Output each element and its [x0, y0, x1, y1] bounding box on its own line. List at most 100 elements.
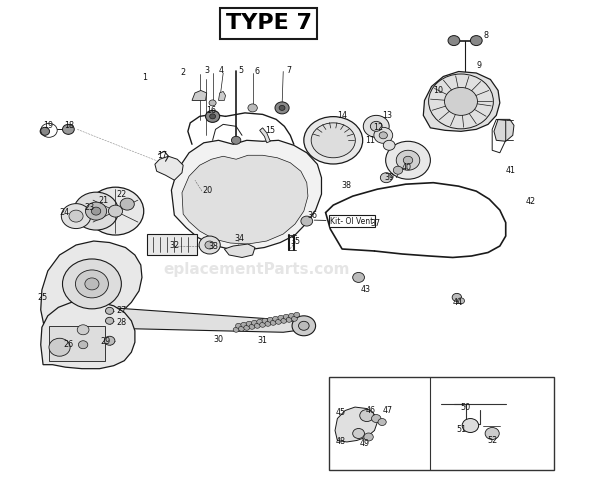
Text: 40: 40	[402, 163, 412, 172]
Text: 21: 21	[99, 196, 109, 204]
Text: 18: 18	[64, 121, 74, 130]
Circle shape	[231, 136, 241, 144]
Circle shape	[120, 198, 135, 210]
Circle shape	[485, 428, 499, 440]
Text: 3: 3	[204, 66, 209, 75]
Circle shape	[104, 336, 115, 345]
Polygon shape	[171, 140, 322, 250]
Ellipse shape	[304, 116, 363, 164]
Text: 42: 42	[526, 196, 536, 205]
Text: 10: 10	[433, 86, 443, 95]
Circle shape	[462, 418, 478, 432]
Circle shape	[238, 326, 244, 332]
Circle shape	[209, 100, 216, 106]
Circle shape	[254, 324, 260, 328]
Circle shape	[279, 106, 285, 110]
Circle shape	[199, 236, 220, 254]
Circle shape	[270, 320, 276, 326]
Polygon shape	[335, 407, 378, 442]
Text: 50: 50	[461, 402, 471, 411]
Circle shape	[77, 325, 89, 335]
Circle shape	[209, 114, 215, 119]
Text: 34: 34	[234, 234, 244, 243]
Circle shape	[251, 320, 257, 326]
Circle shape	[249, 324, 255, 330]
Polygon shape	[192, 90, 206, 101]
Text: 30: 30	[214, 336, 224, 344]
Circle shape	[286, 318, 292, 322]
Circle shape	[276, 320, 281, 324]
Polygon shape	[260, 128, 270, 143]
Circle shape	[384, 140, 395, 150]
Text: 31: 31	[258, 336, 268, 345]
Bar	[329, 377, 554, 470]
Circle shape	[260, 322, 266, 328]
Text: 13: 13	[382, 111, 392, 120]
Text: 39: 39	[384, 173, 394, 182]
Polygon shape	[155, 156, 183, 180]
Text: 4: 4	[219, 66, 224, 75]
Text: 44: 44	[453, 298, 463, 307]
Text: TYPE 7: TYPE 7	[225, 13, 312, 33]
Circle shape	[294, 312, 300, 318]
Circle shape	[371, 122, 382, 132]
Text: 47: 47	[383, 406, 393, 415]
Circle shape	[49, 338, 70, 356]
Circle shape	[69, 210, 83, 222]
Circle shape	[257, 320, 263, 324]
Circle shape	[289, 314, 294, 318]
Circle shape	[448, 36, 460, 46]
Circle shape	[452, 294, 461, 302]
Circle shape	[378, 418, 386, 426]
Bar	[147, 234, 196, 255]
Text: 29: 29	[100, 337, 110, 346]
Circle shape	[40, 128, 50, 136]
Circle shape	[267, 318, 273, 322]
Text: 12: 12	[373, 124, 383, 132]
Text: 37: 37	[371, 219, 381, 228]
Text: 5: 5	[238, 66, 244, 75]
Circle shape	[106, 308, 114, 314]
Polygon shape	[41, 241, 142, 336]
Text: 28: 28	[117, 318, 127, 327]
Circle shape	[248, 104, 257, 112]
Text: 51: 51	[456, 425, 466, 434]
Text: 36: 36	[307, 210, 317, 220]
Circle shape	[386, 142, 430, 179]
Circle shape	[444, 88, 477, 116]
Circle shape	[281, 318, 287, 324]
Circle shape	[63, 259, 122, 309]
Circle shape	[87, 187, 144, 235]
Text: 16: 16	[206, 106, 217, 115]
Text: 9: 9	[476, 61, 481, 70]
Text: 43: 43	[360, 286, 371, 294]
Circle shape	[273, 316, 278, 322]
Text: 48: 48	[336, 438, 346, 446]
Circle shape	[109, 205, 123, 217]
Text: Kit- Ol Vent: Kit- Ol Vent	[314, 216, 373, 226]
Text: eplacementParts.com: eplacementParts.com	[163, 262, 350, 278]
Circle shape	[265, 322, 271, 326]
Text: 2: 2	[181, 68, 186, 78]
Circle shape	[379, 132, 388, 139]
Circle shape	[246, 322, 252, 326]
Text: 49: 49	[359, 439, 369, 448]
Circle shape	[275, 102, 289, 114]
Text: 20: 20	[202, 186, 212, 194]
Text: 17: 17	[157, 151, 167, 160]
Text: 26: 26	[63, 340, 73, 349]
Circle shape	[86, 202, 107, 220]
Polygon shape	[423, 72, 500, 132]
Text: 45: 45	[336, 408, 346, 416]
Circle shape	[61, 204, 91, 229]
Circle shape	[364, 433, 373, 441]
Text: 46: 46	[365, 406, 375, 415]
Circle shape	[74, 192, 119, 230]
Text: 14: 14	[337, 111, 348, 120]
Text: 38: 38	[342, 180, 352, 190]
Polygon shape	[41, 301, 135, 368]
Circle shape	[404, 156, 413, 164]
Circle shape	[470, 36, 482, 46]
Circle shape	[372, 414, 381, 422]
Circle shape	[205, 110, 219, 122]
